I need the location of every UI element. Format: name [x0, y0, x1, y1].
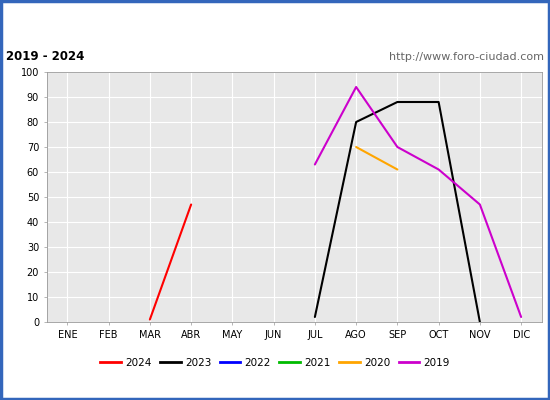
Text: http://www.foro-ciudad.com: http://www.foro-ciudad.com [389, 52, 544, 62]
Text: 2019 - 2024: 2019 - 2024 [6, 50, 84, 64]
Legend: 2024, 2023, 2022, 2021, 2020, 2019: 2024, 2023, 2022, 2021, 2020, 2019 [97, 355, 453, 371]
Text: Evolucion Nº Turistas Extranjeros en el municipio de Florida de Liébana: Evolucion Nº Turistas Extranjeros en el … [7, 14, 543, 28]
